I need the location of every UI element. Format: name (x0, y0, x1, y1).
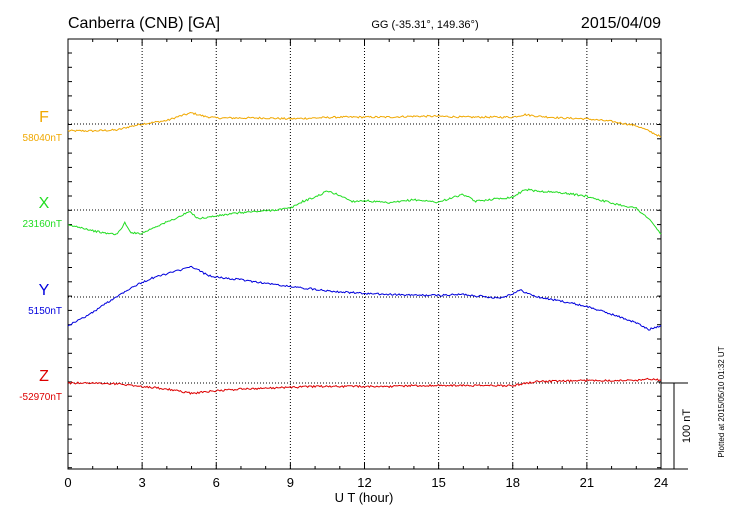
x-tick-label: 18 (506, 475, 520, 490)
x-tick-label: 6 (213, 475, 220, 490)
series-baseline-y: 5150nT (28, 306, 62, 317)
x-tick-label: 24 (654, 475, 668, 490)
x-tick-label: 9 (287, 475, 294, 490)
scale-bar: 100 nT (661, 382, 693, 470)
x-axis-label: U T (hour) (335, 490, 394, 505)
x-tick-label: 21 (580, 475, 594, 490)
x-tick-label: 0 (64, 475, 71, 490)
series-name-x: X (39, 195, 50, 212)
coordinates-label: GG (-35.31°, 149.36°) (371, 19, 478, 31)
series-baseline-x: 23160nT (23, 219, 62, 230)
x-tick-label: 15 (431, 475, 445, 490)
tick-layer: 0 3 6 9 12 15 18 21 24 (64, 39, 668, 490)
series-name-z: Z (39, 368, 49, 385)
series-baseline-f: 58040nT (23, 133, 62, 144)
series-line-f (67, 111, 662, 138)
date-label: 2015/04/09 (581, 15, 661, 32)
series-labels-layer: F 58040nT X 23160nT Y 5150nT Z -52970nT (19, 109, 62, 403)
series-layer (67, 111, 662, 395)
station-title: Canberra (CNB) [GA] (68, 15, 220, 32)
plotted-note: Plotted at 2015/05/10 01:32 UT (717, 346, 726, 457)
series-name-y: Y (39, 282, 50, 299)
series-baseline-z: -52970nT (19, 392, 62, 403)
series-line-y (67, 265, 662, 331)
scale-bar-label: 100 nT (681, 409, 693, 444)
series-line-x (67, 188, 662, 236)
series-line-z (67, 377, 662, 395)
grid-layer (68, 39, 661, 469)
series-name-f: F (39, 109, 49, 126)
x-tick-label: 12 (357, 475, 371, 490)
x-tick-label: 3 (139, 475, 146, 490)
plot-frame (67, 38, 662, 470)
